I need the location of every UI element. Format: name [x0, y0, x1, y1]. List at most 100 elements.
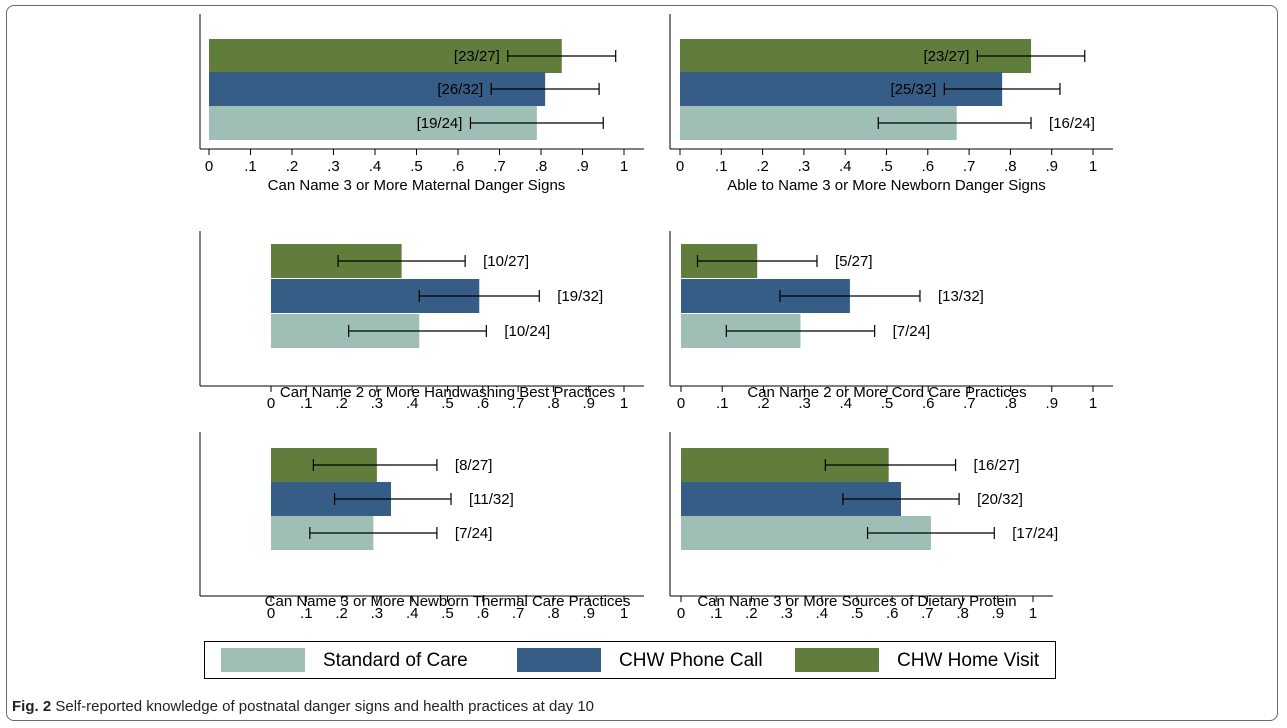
x-tick-label: .8 [1004, 158, 1017, 175]
x-axis-label: Able to Name 3 or More Newborn Danger Si… [727, 177, 1046, 194]
data-label: [5/27] [835, 253, 873, 270]
data-label: [7/24] [893, 323, 931, 340]
legend-label-chw-phone-call: CHW Phone Call [619, 650, 763, 671]
x-tick-label: .5 [410, 158, 423, 175]
x-tick-label: .8 [547, 395, 560, 412]
x-tick-label: 0 [677, 395, 685, 412]
figure-frame [6, 5, 1278, 721]
x-tick-label: .1 [710, 605, 723, 622]
x-tick-label: .9 [576, 158, 589, 175]
data-label: [26/32] [437, 81, 483, 98]
x-tick-label: .8 [956, 605, 969, 622]
data-label: [23/27] [454, 48, 500, 65]
x-tick-label: .9 [582, 605, 595, 622]
x-tick-label: .2 [745, 605, 758, 622]
x-tick-label: .4 [369, 158, 382, 175]
x-tick-label: .9 [992, 605, 1005, 622]
x-axis-label: Can Name 2 or More Cord Care Practices [747, 384, 1026, 401]
x-tick-label: .6 [922, 395, 935, 412]
x-tick-label: 1 [620, 605, 628, 622]
x-tick-label: .1 [244, 158, 257, 175]
x-tick-label: .3 [798, 395, 811, 412]
x-tick-label: .9 [1046, 395, 1059, 412]
x-tick-label: .4 [816, 605, 829, 622]
x-tick-label: .5 [851, 605, 864, 622]
x-tick-label: .6 [477, 605, 490, 622]
x-tick-label: .6 [452, 158, 465, 175]
x-tick-label: .3 [327, 158, 340, 175]
x-tick-label: 1 [620, 395, 628, 412]
figure-label: Fig. 2 [12, 698, 52, 715]
data-label: [19/24] [417, 115, 463, 132]
x-axis-label: Can Name 3 or More Newborn Thermal Care … [265, 593, 631, 610]
bar [209, 72, 546, 106]
x-tick-label: .1 [300, 395, 313, 412]
x-tick-label: 1 [1089, 395, 1097, 412]
x-tick-label: .6 [922, 158, 935, 175]
x-tick-label: .7 [493, 158, 506, 175]
legend-label-chw-home-visit: CHW Home Visit [897, 650, 1040, 671]
legend-swatch-chw-home-visit [795, 648, 879, 672]
figure-caption: Fig. 2 Self-reported knowledge of postna… [12, 698, 594, 715]
data-label: [19/32] [557, 288, 603, 305]
data-label: [16/27] [974, 457, 1020, 474]
x-tick-label: .1 [300, 605, 313, 622]
bar [680, 39, 1032, 73]
x-tick-label: .5 [441, 395, 454, 412]
data-label: [13/32] [938, 288, 984, 305]
x-tick-label: .5 [441, 605, 454, 622]
x-tick-label: 0 [205, 158, 213, 175]
x-tick-label: 0 [267, 395, 275, 412]
x-tick-label: .6 [477, 395, 490, 412]
data-label: [20/32] [977, 491, 1023, 508]
x-tick-label: .8 [535, 158, 548, 175]
x-tick-label: .8 [547, 605, 560, 622]
x-tick-label: .2 [757, 395, 770, 412]
legend: Standard of Care CHW Phone Call CHW Home… [204, 641, 1056, 679]
data-label: [8/27] [455, 457, 493, 474]
x-tick-label: .8 [1004, 395, 1017, 412]
x-tick-label: .4 [406, 395, 419, 412]
x-axis-label: Can Name 3 or More Maternal Danger Signs [268, 177, 566, 194]
data-label: [23/27] [923, 48, 969, 65]
data-label: [7/24] [455, 525, 493, 542]
caption-text: Self-reported knowledge of postnatal dan… [55, 698, 595, 715]
data-label: [11/32] [469, 491, 514, 508]
x-tick-label: .1 [715, 158, 728, 175]
x-tick-label: .7 [963, 395, 976, 412]
x-tick-label: .4 [839, 158, 852, 175]
x-tick-label: .5 [881, 395, 894, 412]
x-tick-label: .9 [582, 395, 595, 412]
x-tick-label: 0 [267, 605, 275, 622]
legend-label-standard-of-care: Standard of Care [323, 650, 468, 671]
x-tick-label: 0 [677, 605, 685, 622]
x-tick-label: .5 [880, 158, 893, 175]
data-label: [10/27] [483, 253, 529, 270]
data-label: [10/24] [504, 323, 550, 340]
x-tick-label: .7 [921, 605, 934, 622]
x-tick-label: .4 [406, 605, 419, 622]
x-tick-label: .7 [512, 605, 525, 622]
x-tick-label: 1 [620, 158, 628, 175]
x-tick-label: .9 [1045, 158, 1058, 175]
legend-swatch-standard-of-care [221, 648, 305, 672]
x-tick-label: .2 [756, 158, 769, 175]
x-tick-label: .3 [798, 158, 811, 175]
x-tick-label: .2 [286, 158, 299, 175]
x-tick-label: 1 [1089, 158, 1097, 175]
x-tick-label: .3 [371, 605, 384, 622]
data-label: [17/24] [1012, 525, 1058, 542]
x-tick-label: .3 [780, 605, 793, 622]
data-label: [16/24] [1049, 115, 1095, 132]
x-tick-label: 0 [676, 158, 684, 175]
x-tick-label: .3 [371, 395, 384, 412]
x-tick-label: .7 [963, 158, 976, 175]
x-tick-label: .2 [335, 605, 348, 622]
x-tick-label: .2 [335, 395, 348, 412]
